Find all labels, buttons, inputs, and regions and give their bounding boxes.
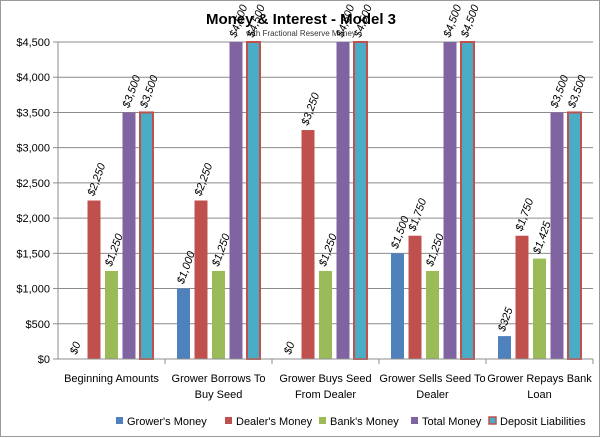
bar [177,288,190,359]
y-tick-label: $3,500 [16,107,50,119]
y-tick-label: $4,000 [16,72,50,84]
data-label: $2,250 [192,161,215,198]
bar [336,42,350,359]
bar [443,42,457,359]
bar [391,253,404,359]
data-label: $0 [282,340,298,357]
legend-label: Grower's Money [127,416,207,428]
data-label: $1,750 [406,196,429,233]
y-tick-label: $2,000 [16,213,50,225]
bar [498,336,511,359]
x-category-label: Beginning Amounts [64,373,159,385]
bar [460,41,475,360]
y-tick-label: $500 [26,319,50,331]
bar [353,41,368,360]
data-label: $1,750 [513,196,536,233]
bar [550,112,564,359]
bar [87,200,101,359]
data-label: $325 [496,305,516,334]
legend-label: Bank's Money [330,416,399,428]
x-category-label: Grower Repays Bank Loan [487,373,592,401]
legend-label: Dealer's Money [236,416,313,428]
legend-swatch [116,417,123,424]
y-tick-label: $3,000 [16,143,50,155]
y-axis-ticks: $0 $500 $1,000 $1,500 $2,000 $2,500 $3,000 $3,5… [16,37,59,366]
chart-title: Money & Interest - Model 3 [206,11,396,28]
bar [122,112,136,359]
legend-label: Deposit Liabilities [500,416,586,428]
bar [515,235,529,359]
x-category-label: Grower Buys Seed From Dealer [279,373,371,401]
bar [194,200,208,359]
bar [301,130,315,359]
legend-label: Total Money [422,416,482,428]
chart-subtitle: with Fractional Reserve Money [245,29,356,38]
y-tick-label: $1,500 [16,248,50,260]
y-tick-label: $4,500 [16,37,50,49]
x-category-label: Grower Sells Seed To Dealer [379,373,485,401]
legend-swatch [225,417,232,424]
legend: Grower's Money Dealer's Money Bank's Money… [116,416,586,428]
bar [567,111,582,360]
y-tick-label: $2,500 [16,178,50,190]
legend-swatch [319,417,326,424]
bar [319,270,332,359]
plot-area: $0$2,250$1,250$3,500$3,500$1,000$2,250$1… [68,2,589,360]
bar [105,270,118,359]
data-label: $3,250 [299,91,322,128]
legend-swatch [411,417,418,424]
legend-swatch [488,416,497,425]
bar [426,270,439,359]
bar [246,41,261,360]
x-category-label: Grower Borrows To Buy Seed [172,373,266,401]
y-tick-label: $0 [38,354,50,366]
data-label: $0 [68,340,84,357]
bar [229,42,243,359]
bar [139,111,154,360]
bar [533,258,546,359]
data-label: $2,250 [85,161,108,198]
x-axis-categories: Beginning Amounts Grower Borrows To Buy Se… [58,358,594,401]
y-tick-label: $1,000 [16,284,50,296]
bar [408,235,422,359]
bar [212,270,225,359]
